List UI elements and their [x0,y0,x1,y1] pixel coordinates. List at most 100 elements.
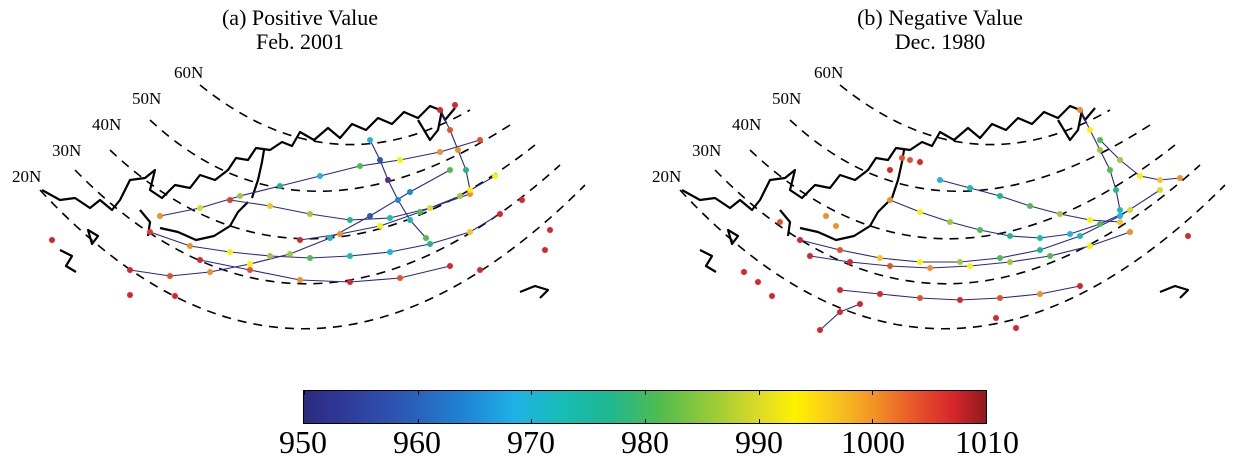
track-point [837,309,843,315]
track-point [917,159,923,165]
track-point [887,263,893,269]
panel-a-arc-60n [199,84,471,146]
panel-b-title-line2: Dec. 1980 [894,29,986,54]
panel-b-coast-alaska [1159,284,1190,299]
track-point [769,293,775,299]
track-point [467,229,473,235]
track-point [407,189,413,195]
track-point [1177,175,1183,181]
colorbar-label-1000: 1000 [841,424,905,460]
panel-b-track [1079,109,1121,211]
panel-a-arc-30n [74,164,561,285]
panel-a-lat-50n: 50N [132,89,162,108]
colorbar-label-960: 960 [393,424,441,460]
track-point [997,295,1003,301]
track-point [887,167,893,173]
track-point [1077,283,1083,289]
panel-b-latitude-arcs [679,84,1226,330]
colorbar-tick [417,419,419,423]
track-point [1107,167,1113,173]
colorbar-tick [872,419,874,423]
track-point [967,185,973,191]
panel-b-cyclone-tracks [799,109,1181,331]
track-point [887,197,893,203]
panel-a-coast-taiwan [86,228,100,246]
track-point [1037,291,1043,297]
track-point [907,157,913,163]
track-point [993,315,999,321]
track-point [157,213,163,219]
track-point [899,155,905,161]
track-point [492,173,498,179]
track-point [307,211,313,217]
track-point [387,249,393,255]
panel-b-title: (b) Negative Value Dec. 1980 [800,6,1080,54]
panel-b-lat-20n: 20N [652,167,682,186]
track-point [1007,259,1013,265]
track-point [1137,173,1143,179]
track-point [1057,211,1063,217]
track-point [227,249,233,255]
track-point [267,203,273,209]
track-point [877,291,883,297]
track-point [1117,207,1123,213]
track-point [847,259,853,265]
track-point [777,219,783,225]
colorbar-tick [872,391,874,395]
track-point [1157,187,1163,193]
track-point [395,197,401,203]
track-point [452,102,458,108]
track-point [807,253,813,259]
track-point [1047,253,1053,259]
track-point [385,177,391,183]
panel-a-arc-20n [39,184,586,330]
track-point [377,223,383,229]
panel-b-track [939,179,1121,223]
track-point [417,209,423,215]
panel-b-arc-60n [839,84,1111,146]
track-point [387,215,393,221]
colorbar-tick [531,419,533,423]
panel-b-arc-50n [789,119,1151,193]
colorbar-tick [417,391,419,395]
track-point [1037,235,1043,241]
track-point [447,167,453,173]
track-point [437,107,443,113]
panel-b-lat-50n: 50N [772,89,802,108]
track-point [455,147,461,153]
track-point [1157,177,1163,183]
track-point [247,267,253,273]
track-point [437,149,443,155]
panel-b-coast-philippines [699,249,717,273]
panel-a-points [49,102,553,299]
panel-a-coastlines [41,104,550,299]
track-point [377,157,383,163]
track-point [967,263,973,269]
track-point [347,217,353,223]
track-point [1097,221,1103,227]
panel-a-lat-30n: 30N [52,141,82,160]
track-point [317,173,323,179]
panel-a-arc-50n [149,119,511,193]
track-point [367,137,373,143]
colorbar-label-970: 970 [507,424,555,460]
track-point [497,211,503,217]
panel-a-lat-60n: 60N [174,63,204,82]
track-point [367,213,373,219]
panel-a-track [149,213,501,259]
panel-a-title-line2: Feb. 2001 [256,29,344,54]
panel-b-track [799,189,1161,263]
track-point [1097,147,1103,153]
panel-a-coast-japan [159,201,249,242]
panel-b-track [889,199,1131,239]
track-point [463,167,469,173]
track-point [397,157,403,163]
track-point [797,237,803,243]
track-point [857,301,863,307]
track-point [1087,243,1093,249]
panel-b-arc-30n [714,164,1201,285]
track-point [1067,231,1073,237]
track-point [837,247,843,253]
track-point [542,247,548,253]
track-point [337,231,343,237]
